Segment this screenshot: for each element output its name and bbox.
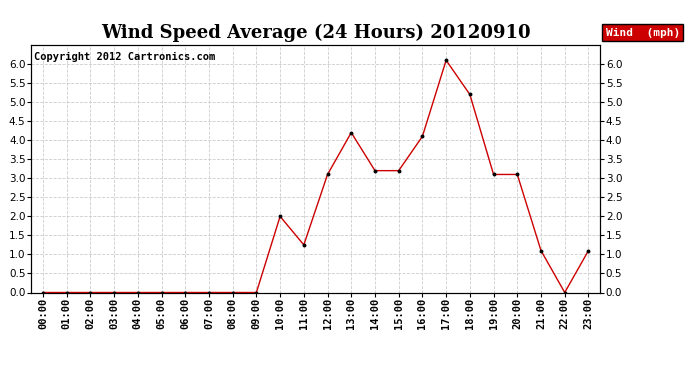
Point xyxy=(179,290,190,296)
Point xyxy=(251,290,262,296)
Point xyxy=(583,248,594,254)
Text: Wind  (mph): Wind (mph) xyxy=(606,28,680,38)
Point xyxy=(369,168,380,174)
Point xyxy=(37,290,48,296)
Point xyxy=(204,290,215,296)
Point xyxy=(156,290,167,296)
Point xyxy=(108,290,119,296)
Text: Copyright 2012 Cartronics.com: Copyright 2012 Cartronics.com xyxy=(34,53,215,63)
Point xyxy=(227,290,238,296)
Point xyxy=(512,171,523,177)
Point xyxy=(275,213,286,219)
Point xyxy=(85,290,96,296)
Point xyxy=(559,290,570,296)
Point xyxy=(132,290,144,296)
Point xyxy=(346,130,357,136)
Point xyxy=(298,242,309,248)
Point xyxy=(393,168,404,174)
Title: Wind Speed Average (24 Hours) 20120910: Wind Speed Average (24 Hours) 20120910 xyxy=(101,24,531,42)
Point xyxy=(464,92,475,98)
Point xyxy=(488,171,499,177)
Point xyxy=(535,248,546,254)
Point xyxy=(441,57,452,63)
Point xyxy=(417,134,428,140)
Point xyxy=(61,290,72,296)
Point xyxy=(322,171,333,177)
